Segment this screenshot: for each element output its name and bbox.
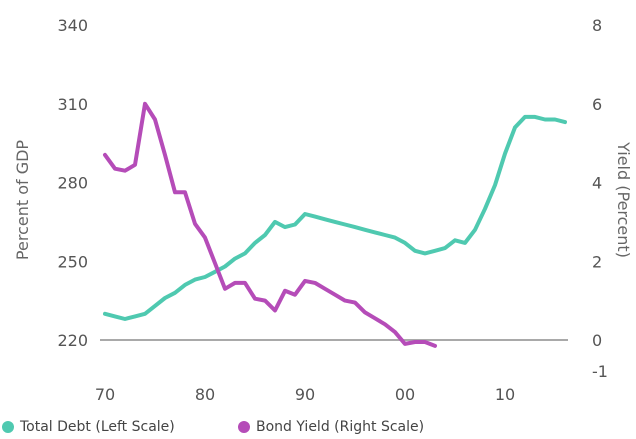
- left-tick-label: 250: [57, 252, 88, 271]
- x-tick-label: 00: [395, 385, 415, 404]
- right-axis-title: Yield (Percent): [614, 141, 633, 258]
- right-axis-ticks: -1 0 2 4 6 8: [592, 16, 608, 381]
- right-tick-label: -1: [592, 362, 608, 381]
- left-tick-label: 280: [57, 174, 88, 193]
- legend-swatch-bond-yield: [238, 421, 250, 433]
- right-tick-label: 2: [592, 252, 602, 271]
- bond-yield-line: [103, 101, 437, 348]
- legend-label-total-debt: Total Debt (Left Scale): [20, 419, 175, 435]
- x-tick-label: 10: [495, 385, 515, 404]
- right-tick-label: 0: [592, 331, 602, 350]
- total-debt-line: [103, 114, 567, 321]
- left-axis-ticks: 220 250 280 310 340: [57, 16, 88, 350]
- legend-item-total-debt: Total Debt (Left Scale): [2, 419, 175, 435]
- legend-label-bond-yield: Bond Yield (Right Scale): [256, 419, 425, 435]
- right-tick-label: 8: [592, 16, 602, 35]
- right-tick-label: 4: [592, 174, 602, 193]
- legend: Total Debt (Left Scale) Bond Yield (Righ…: [0, 419, 636, 439]
- x-axis-ticks: 70 80 90 00 10: [95, 385, 515, 404]
- x-tick-label: 80: [195, 385, 215, 404]
- left-axis-title: Percent of GDP: [13, 140, 32, 261]
- legend-item-bond-yield: Bond Yield (Right Scale): [238, 419, 424, 435]
- left-tick-label: 340: [57, 16, 88, 35]
- legend-swatch-total-debt: [2, 421, 14, 433]
- x-tick-label: 90: [295, 385, 315, 404]
- right-tick-label: 6: [592, 95, 602, 114]
- x-tick-label: 70: [95, 385, 115, 404]
- left-tick-label: 220: [57, 331, 88, 350]
- series-lines: [103, 101, 567, 348]
- left-tick-label: 310: [57, 95, 88, 114]
